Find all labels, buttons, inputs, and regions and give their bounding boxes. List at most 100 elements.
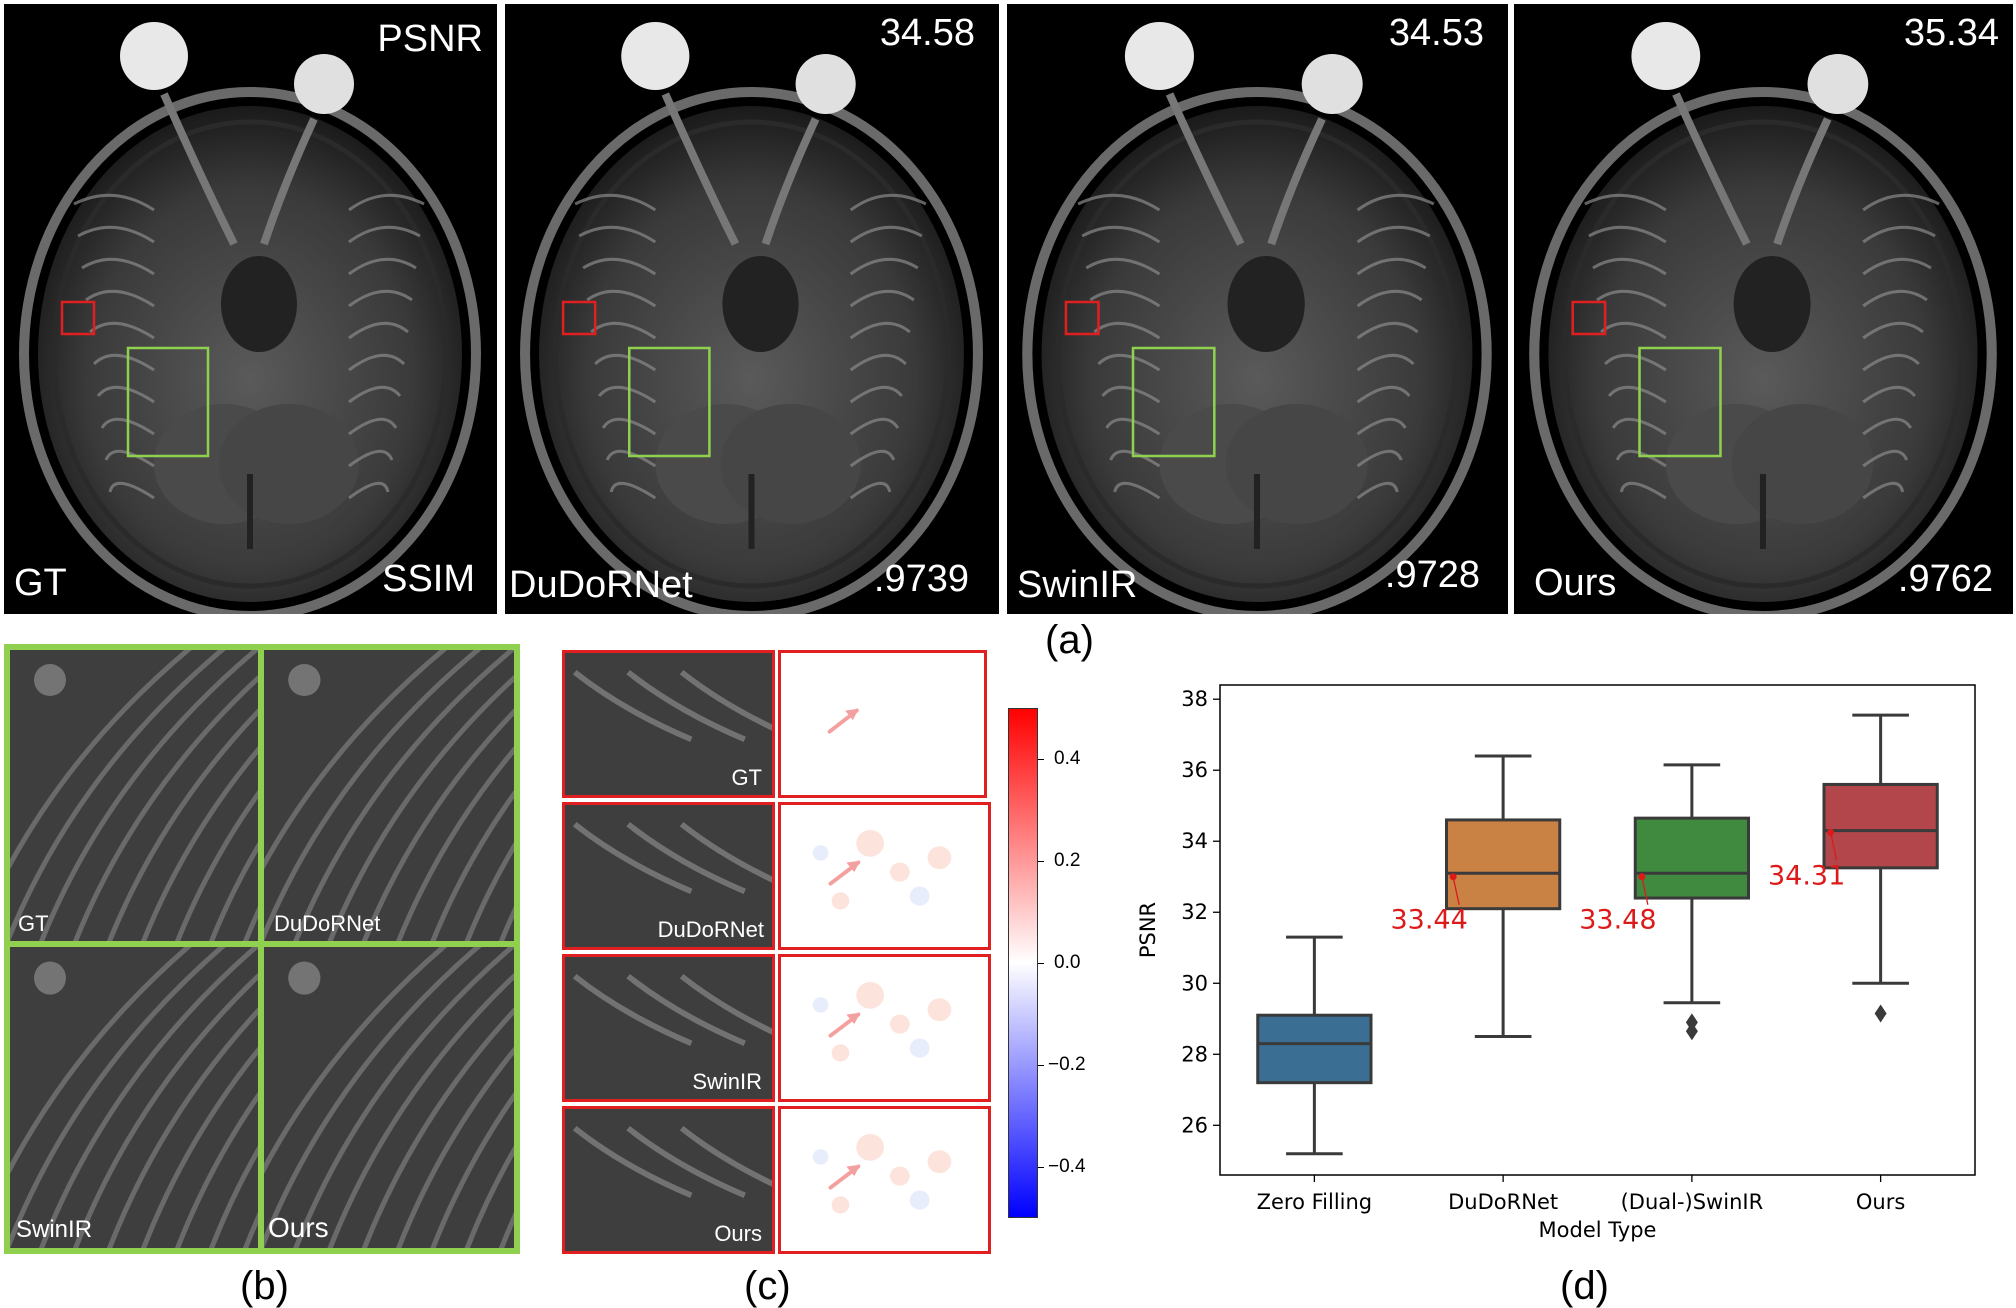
- y-tick-label: 30: [1181, 971, 1208, 995]
- zoom-tile-ours: Ours: [264, 947, 514, 1248]
- metric-label-psnr: PSNR: [377, 18, 483, 60]
- tile-label: SwinIR: [16, 1216, 93, 1243]
- box-iqr: [1633, 816, 1750, 900]
- y-tick-label: 26: [1181, 1113, 1208, 1137]
- arrow-icon: [828, 1012, 861, 1038]
- eye-right: [795, 54, 856, 114]
- skull-outline: [19, 87, 481, 614]
- x-tick-label: Ours: [1856, 1190, 1905, 1214]
- error-map-gt: [778, 650, 987, 798]
- arrow-icon: [828, 860, 861, 886]
- annotation-leader: [1641, 876, 1649, 905]
- texture-stripes: [264, 650, 514, 941]
- mri-image-ours: 35.34 Ours .9762: [1514, 4, 2013, 614]
- crop-stripes: [572, 1125, 772, 1198]
- y-tick-label: 34: [1181, 829, 1208, 853]
- method-label: DuDoRNet: [509, 564, 693, 606]
- zoom-tile-dudornet: DuDoRNet: [264, 650, 514, 941]
- midbrain: [1733, 256, 1811, 352]
- mean-annotation: 34.31: [1768, 860, 1845, 891]
- tile-label: DuDoRNet: [657, 917, 764, 942]
- eye-right: [1807, 54, 1869, 114]
- method-label: Ours: [1534, 562, 1617, 604]
- outlier-point: [1685, 1022, 1698, 1041]
- box-iqr: [1445, 818, 1562, 911]
- x-axis-label: Model Type: [1539, 1218, 1657, 1242]
- psnr-boxplot: 26 28 30 32 34 36 38 Zero Filling DuDoRNet (Dual-…: [1136, 684, 1976, 1242]
- y-tick-label: 28: [1181, 1042, 1208, 1066]
- error-blobs: [812, 829, 952, 910]
- eye-left: [1631, 22, 1701, 90]
- mean-marker: [1449, 873, 1457, 881]
- green-roi-box: [1638, 346, 1722, 458]
- midbrain: [1227, 256, 1305, 352]
- brain-scan-illustration: [19, 22, 481, 614]
- x-tick-label: (Dual-)SwinIR: [1621, 1190, 1764, 1214]
- psnr-value: 34.53: [1388, 12, 1484, 54]
- midbrain: [722, 256, 799, 352]
- panel-d-caption: (d): [1560, 1264, 1609, 1308]
- mean-marker: [1638, 873, 1646, 881]
- tile-label: DuDoRNet: [274, 911, 381, 936]
- colorbar-tick-mark: [1038, 1167, 1044, 1168]
- panel-c-caption: (c): [744, 1264, 791, 1308]
- eye-left: [621, 22, 690, 90]
- error-blobs: [812, 981, 952, 1062]
- panel-a-caption: (a): [1045, 618, 1094, 662]
- error-map-ours: [778, 1106, 991, 1254]
- red-roi-box: [60, 300, 96, 336]
- zoom-tile-gt: GT: [10, 650, 258, 941]
- mean-marker: [1827, 828, 1835, 836]
- x-tick-label: Zero Filling: [1257, 1190, 1373, 1214]
- box-ours: [1822, 713, 1939, 1023]
- tile-label: GT: [18, 911, 49, 936]
- box-dudornet: [1445, 754, 1562, 1039]
- x-tick-label: DuDoRNet: [1448, 1190, 1558, 1214]
- skull-outline: [520, 87, 983, 614]
- midbrain: [221, 256, 297, 352]
- eye-left: [1124, 22, 1194, 90]
- colorbar-tick-mark: [1038, 861, 1044, 862]
- box-zero-filling: [1256, 935, 1373, 1156]
- box--dual-swinir: [1633, 763, 1750, 1041]
- mri-image-swinir: 34.53 SwinIR .9728: [1007, 4, 1508, 614]
- texture-stripes: [10, 947, 258, 1248]
- annotation-leader: [1452, 876, 1460, 905]
- method-label: GT: [14, 562, 67, 604]
- arrow-icon: [828, 1164, 861, 1190]
- skull-outline: [1529, 87, 1997, 614]
- error-map-swinir: [778, 954, 991, 1102]
- zoom-tile-swinir: SwinIR: [10, 947, 258, 1248]
- red-roi-box: [1064, 300, 1100, 336]
- colorbar-tick-mark: [1038, 1065, 1044, 1066]
- brain-scan-illustration: [520, 22, 983, 614]
- box-iqr: [1822, 782, 1939, 870]
- crop-stripes: [572, 669, 772, 742]
- texture-stripes: [264, 947, 514, 1248]
- psnr-value: 34.58: [879, 12, 975, 54]
- brain-scan-illustration: [1529, 22, 1997, 614]
- y-tick-label: 38: [1181, 687, 1208, 711]
- ssim-value: .9762: [1897, 558, 1993, 600]
- red-roi-box: [1571, 300, 1607, 336]
- error-crop-ours: Ours: [562, 1106, 775, 1254]
- arrow-icon: [827, 708, 859, 734]
- error-colorbar: [1008, 708, 1038, 1218]
- green-roi-box: [627, 346, 711, 458]
- tile-label: Ours: [714, 1221, 762, 1246]
- colorbar-tick-mark: [1038, 963, 1044, 964]
- eye-right: [1301, 54, 1363, 114]
- colorbar-tick-label: −0.4: [1048, 1156, 1086, 1177]
- mean-annotation: 33.44: [1390, 905, 1467, 936]
- psnr-value: 35.34: [1903, 12, 1999, 54]
- tile-label: GT: [731, 765, 762, 790]
- colorbar-tick-mark: [1038, 759, 1044, 760]
- outlier-point: [1874, 1004, 1887, 1023]
- texture-stripes: [10, 650, 258, 941]
- eye-left: [120, 22, 188, 90]
- colorbar-tick-label: 0.0: [1054, 952, 1081, 973]
- ssim-value: .9728: [1384, 554, 1480, 596]
- error-crop-dudornet: DuDoRNet: [562, 802, 775, 950]
- red-roi-box: [561, 300, 597, 336]
- skull-outline: [1022, 87, 1492, 614]
